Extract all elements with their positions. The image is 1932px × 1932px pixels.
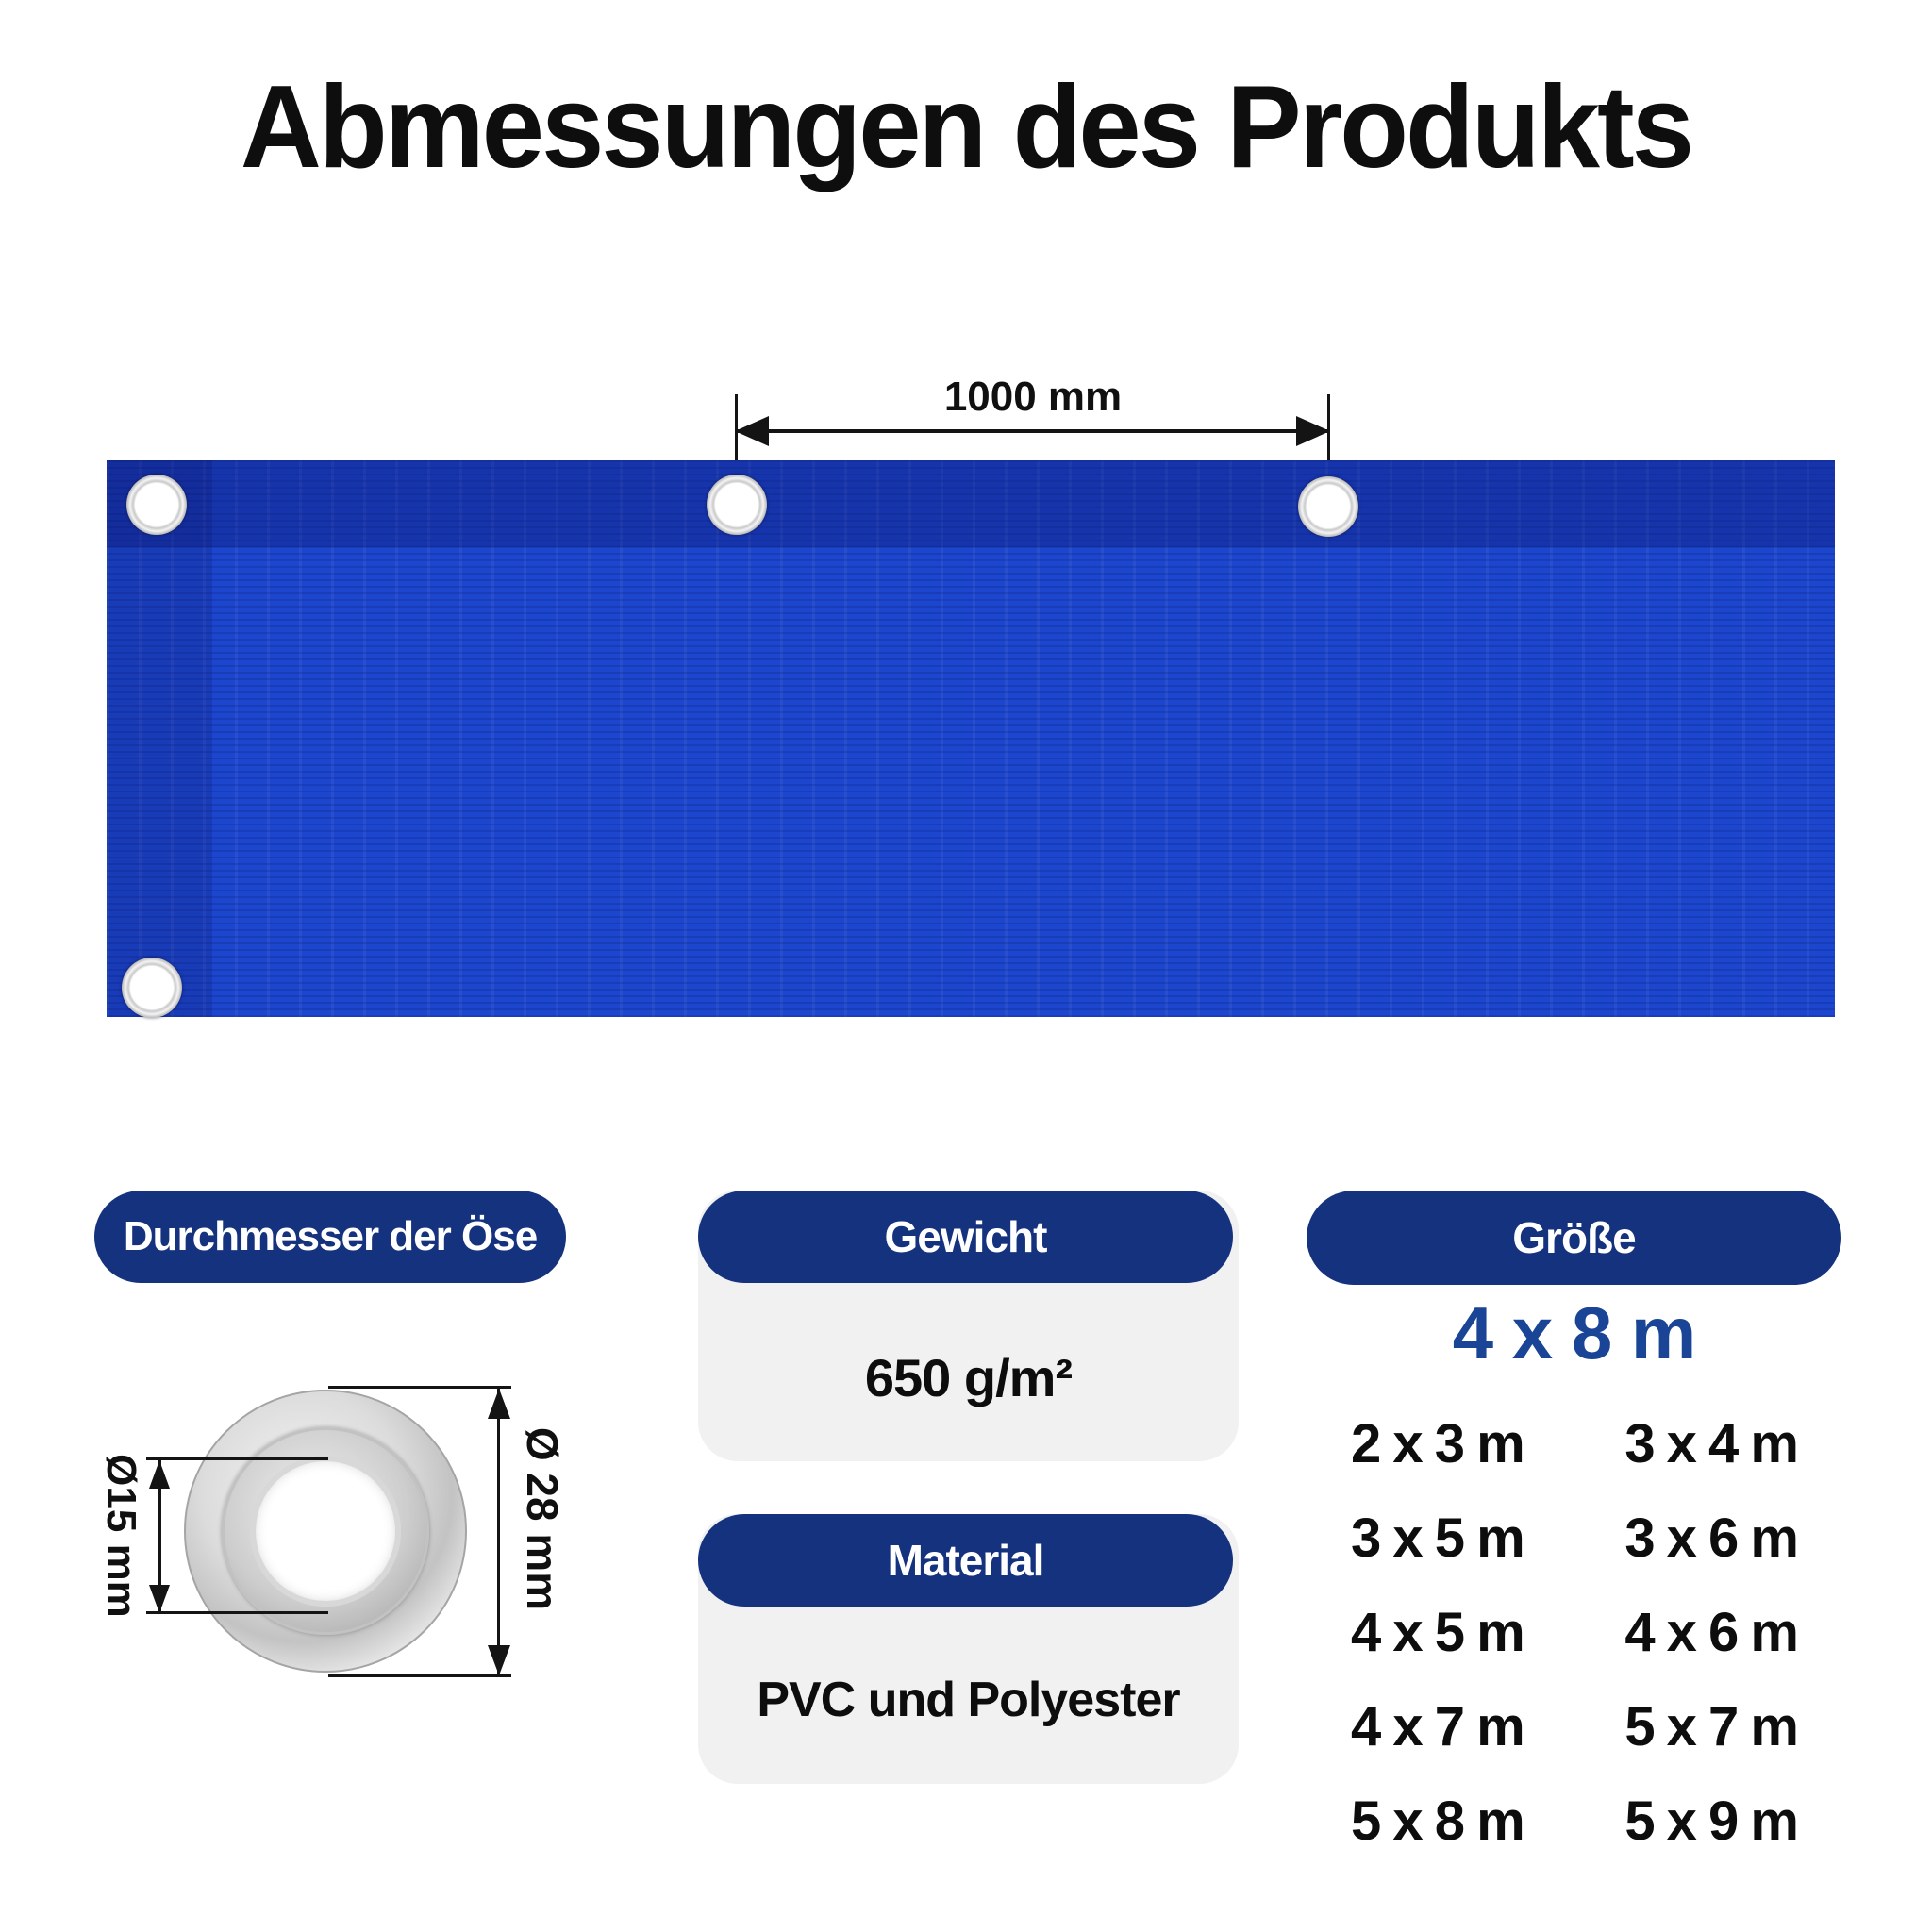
outer-diameter-extension-bottom (328, 1674, 511, 1677)
size-option: 3 x 6 m (1624, 1507, 1799, 1569)
weight-value: 650 g/m² (864, 1347, 1073, 1407)
size-option: 4 x 5 m (1351, 1601, 1525, 1663)
size-option: 5 x 8 m (1351, 1790, 1525, 1852)
outer-diameter-label: Ø 28 mm (518, 1426, 567, 1611)
size-option-row: 3 x 5 m 3 x 6 m (1351, 1491, 1799, 1585)
tarp-top-hem (107, 460, 1835, 545)
page-title: Abmessungen des Produkts (240, 62, 1694, 192)
tarp-left-hem (107, 460, 212, 1017)
outer-diameter-extension-top (328, 1386, 511, 1389)
extension-line-left (735, 394, 738, 479)
grommet-bottom-left-icon (122, 958, 182, 1018)
size-option: 5 x 9 m (1624, 1790, 1799, 1852)
size-option-row: 5 x 8 m 5 x 9 m (1351, 1774, 1799, 1868)
weight-heading-pill: Gewicht (698, 1191, 1233, 1283)
arrowhead-down-icon (488, 1645, 510, 1675)
extension-line-right (1327, 394, 1330, 479)
arrowhead-right-icon (1296, 416, 1330, 446)
size-option: 4 x 6 m (1624, 1601, 1799, 1663)
grommet-top-right-icon (1298, 476, 1358, 537)
material-value: PVC und Polyester (757, 1673, 1180, 1727)
size-highlighted-value: 4 x 8 m (1452, 1291, 1697, 1374)
size-option: 3 x 5 m (1351, 1507, 1525, 1569)
tarp-image (107, 460, 1835, 1018)
eyelet-heading-pill: Durchmesser der Öse (94, 1191, 566, 1283)
size-option: 5 x 7 m (1624, 1695, 1799, 1757)
material-heading-label: Material (887, 1536, 1045, 1585)
inner-diameter-arrow-line (158, 1460, 161, 1613)
eyelet-spacing-label: 1000 mm (943, 374, 1123, 420)
size-option-row: 2 x 3 m 3 x 4 m (1351, 1396, 1799, 1491)
size-option: 2 x 3 m (1351, 1412, 1525, 1474)
inner-diameter-extension-top (146, 1457, 328, 1460)
size-options-list: 2 x 3 m 3 x 4 m 3 x 5 m 3 x 6 m 4 x 5 m … (1351, 1396, 1799, 1868)
size-option: 4 x 7 m (1351, 1695, 1525, 1757)
eyelet-diagram (184, 1390, 467, 1673)
inner-diameter-extension-bottom (146, 1611, 328, 1614)
size-option: 3 x 4 m (1624, 1412, 1799, 1474)
inner-diameter-label: Ø15 mm (98, 1454, 144, 1618)
arrowhead-up-icon (488, 1389, 510, 1419)
arrowhead-left-icon (735, 416, 769, 446)
size-option-row: 4 x 7 m 5 x 7 m (1351, 1679, 1799, 1774)
arrowhead-down-icon (149, 1585, 170, 1613)
grommet-top-middle-icon (707, 475, 767, 535)
grommet-top-left-icon (126, 475, 187, 535)
weight-heading-label: Gewicht (884, 1212, 1048, 1261)
dimension-arrow-line (737, 429, 1330, 433)
material-heading-pill: Material (698, 1514, 1233, 1607)
eyelet-hole (250, 1456, 401, 1607)
eyelet-heading-label: Durchmesser der Öse (123, 1213, 538, 1259)
size-heading-pill: Größe (1307, 1191, 1841, 1285)
outer-diameter-arrow-line (497, 1389, 500, 1675)
arrowhead-up-icon (149, 1460, 170, 1489)
size-option-row: 4 x 5 m 4 x 6 m (1351, 1585, 1799, 1679)
size-heading-label: Größe (1512, 1213, 1636, 1262)
